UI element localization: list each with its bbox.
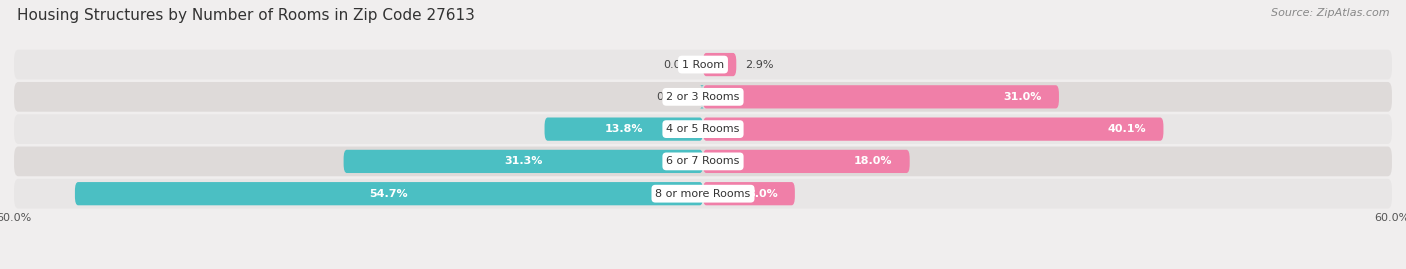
FancyBboxPatch shape (14, 82, 1392, 112)
Text: 54.7%: 54.7% (370, 189, 408, 199)
FancyBboxPatch shape (703, 118, 1163, 141)
Text: 13.8%: 13.8% (605, 124, 643, 134)
FancyBboxPatch shape (14, 179, 1392, 208)
Text: 31.3%: 31.3% (505, 156, 543, 167)
FancyBboxPatch shape (14, 114, 1392, 144)
FancyBboxPatch shape (703, 150, 910, 173)
FancyBboxPatch shape (703, 85, 1059, 108)
Text: 18.0%: 18.0% (853, 156, 893, 167)
FancyBboxPatch shape (343, 150, 703, 173)
Text: 40.1%: 40.1% (1108, 124, 1146, 134)
Text: 1 Room: 1 Room (682, 59, 724, 70)
FancyBboxPatch shape (14, 50, 1392, 79)
FancyBboxPatch shape (75, 182, 703, 205)
Text: 0.0%: 0.0% (664, 59, 692, 70)
FancyBboxPatch shape (703, 53, 737, 76)
Text: 8 or more Rooms: 8 or more Rooms (655, 189, 751, 199)
Text: 31.0%: 31.0% (1004, 92, 1042, 102)
Text: 2 or 3 Rooms: 2 or 3 Rooms (666, 92, 740, 102)
Text: 6 or 7 Rooms: 6 or 7 Rooms (666, 156, 740, 167)
FancyBboxPatch shape (703, 182, 794, 205)
FancyBboxPatch shape (14, 147, 1392, 176)
Text: 4 or 5 Rooms: 4 or 5 Rooms (666, 124, 740, 134)
Text: 8.0%: 8.0% (747, 189, 778, 199)
Text: 0.18%: 0.18% (657, 92, 692, 102)
FancyBboxPatch shape (544, 118, 703, 141)
Text: Housing Structures by Number of Rooms in Zip Code 27613: Housing Structures by Number of Rooms in… (17, 8, 475, 23)
Text: 2.9%: 2.9% (745, 59, 773, 70)
FancyBboxPatch shape (700, 85, 704, 108)
Text: Source: ZipAtlas.com: Source: ZipAtlas.com (1271, 8, 1389, 18)
